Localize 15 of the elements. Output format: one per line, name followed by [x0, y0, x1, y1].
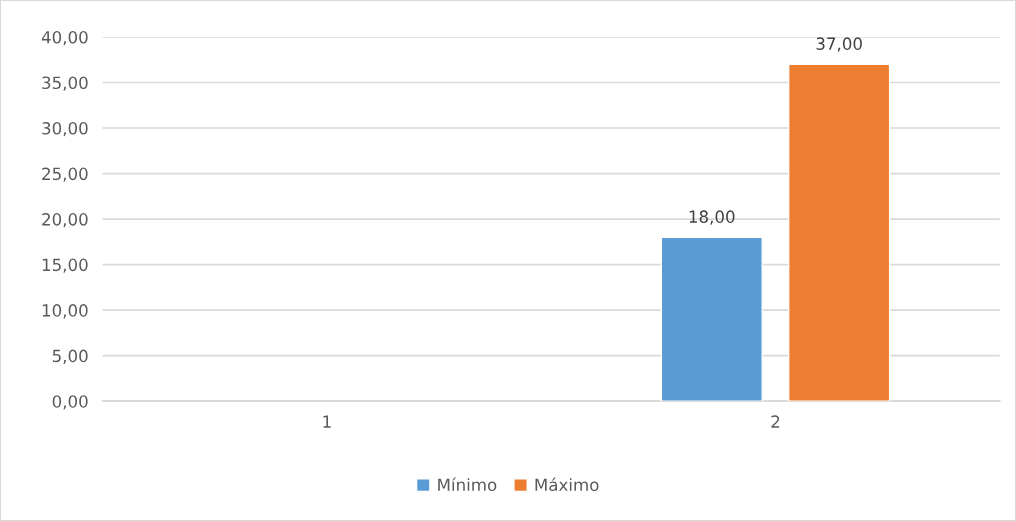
x-tick-label: 2: [771, 415, 780, 428]
data-label: 37,00: [816, 37, 862, 52]
data-label: 18,00: [689, 210, 735, 225]
y-tick-label: 25,00: [42, 167, 88, 182]
y-tick-label: 40,00: [41, 30, 88, 46]
legend-label: Mínimo: [438, 477, 497, 492]
y-tick-label: 20,00: [42, 213, 88, 228]
y-tick-label: 30,00: [42, 122, 88, 137]
y-tick-label: 0,00: [52, 395, 88, 410]
legend-label: Máximo: [535, 477, 599, 492]
y-tick-label: 15,00: [42, 258, 88, 273]
y-tick-label: 35,00: [42, 76, 88, 91]
y-tick-label: 5,00: [52, 349, 88, 364]
x-tick-label: 1: [323, 415, 331, 428]
y-tick-label: 10,00: [42, 304, 88, 319]
